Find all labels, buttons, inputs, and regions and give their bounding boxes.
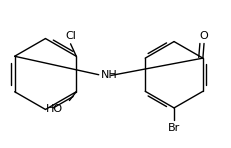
Text: HO: HO [45, 104, 63, 114]
Text: Br: Br [168, 123, 180, 133]
Text: Cl: Cl [65, 31, 76, 41]
Text: NH: NH [100, 70, 117, 81]
Text: O: O [200, 31, 208, 41]
